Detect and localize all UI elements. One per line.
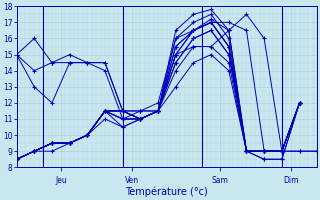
X-axis label: Température (°c): Température (°c) — [125, 187, 208, 197]
